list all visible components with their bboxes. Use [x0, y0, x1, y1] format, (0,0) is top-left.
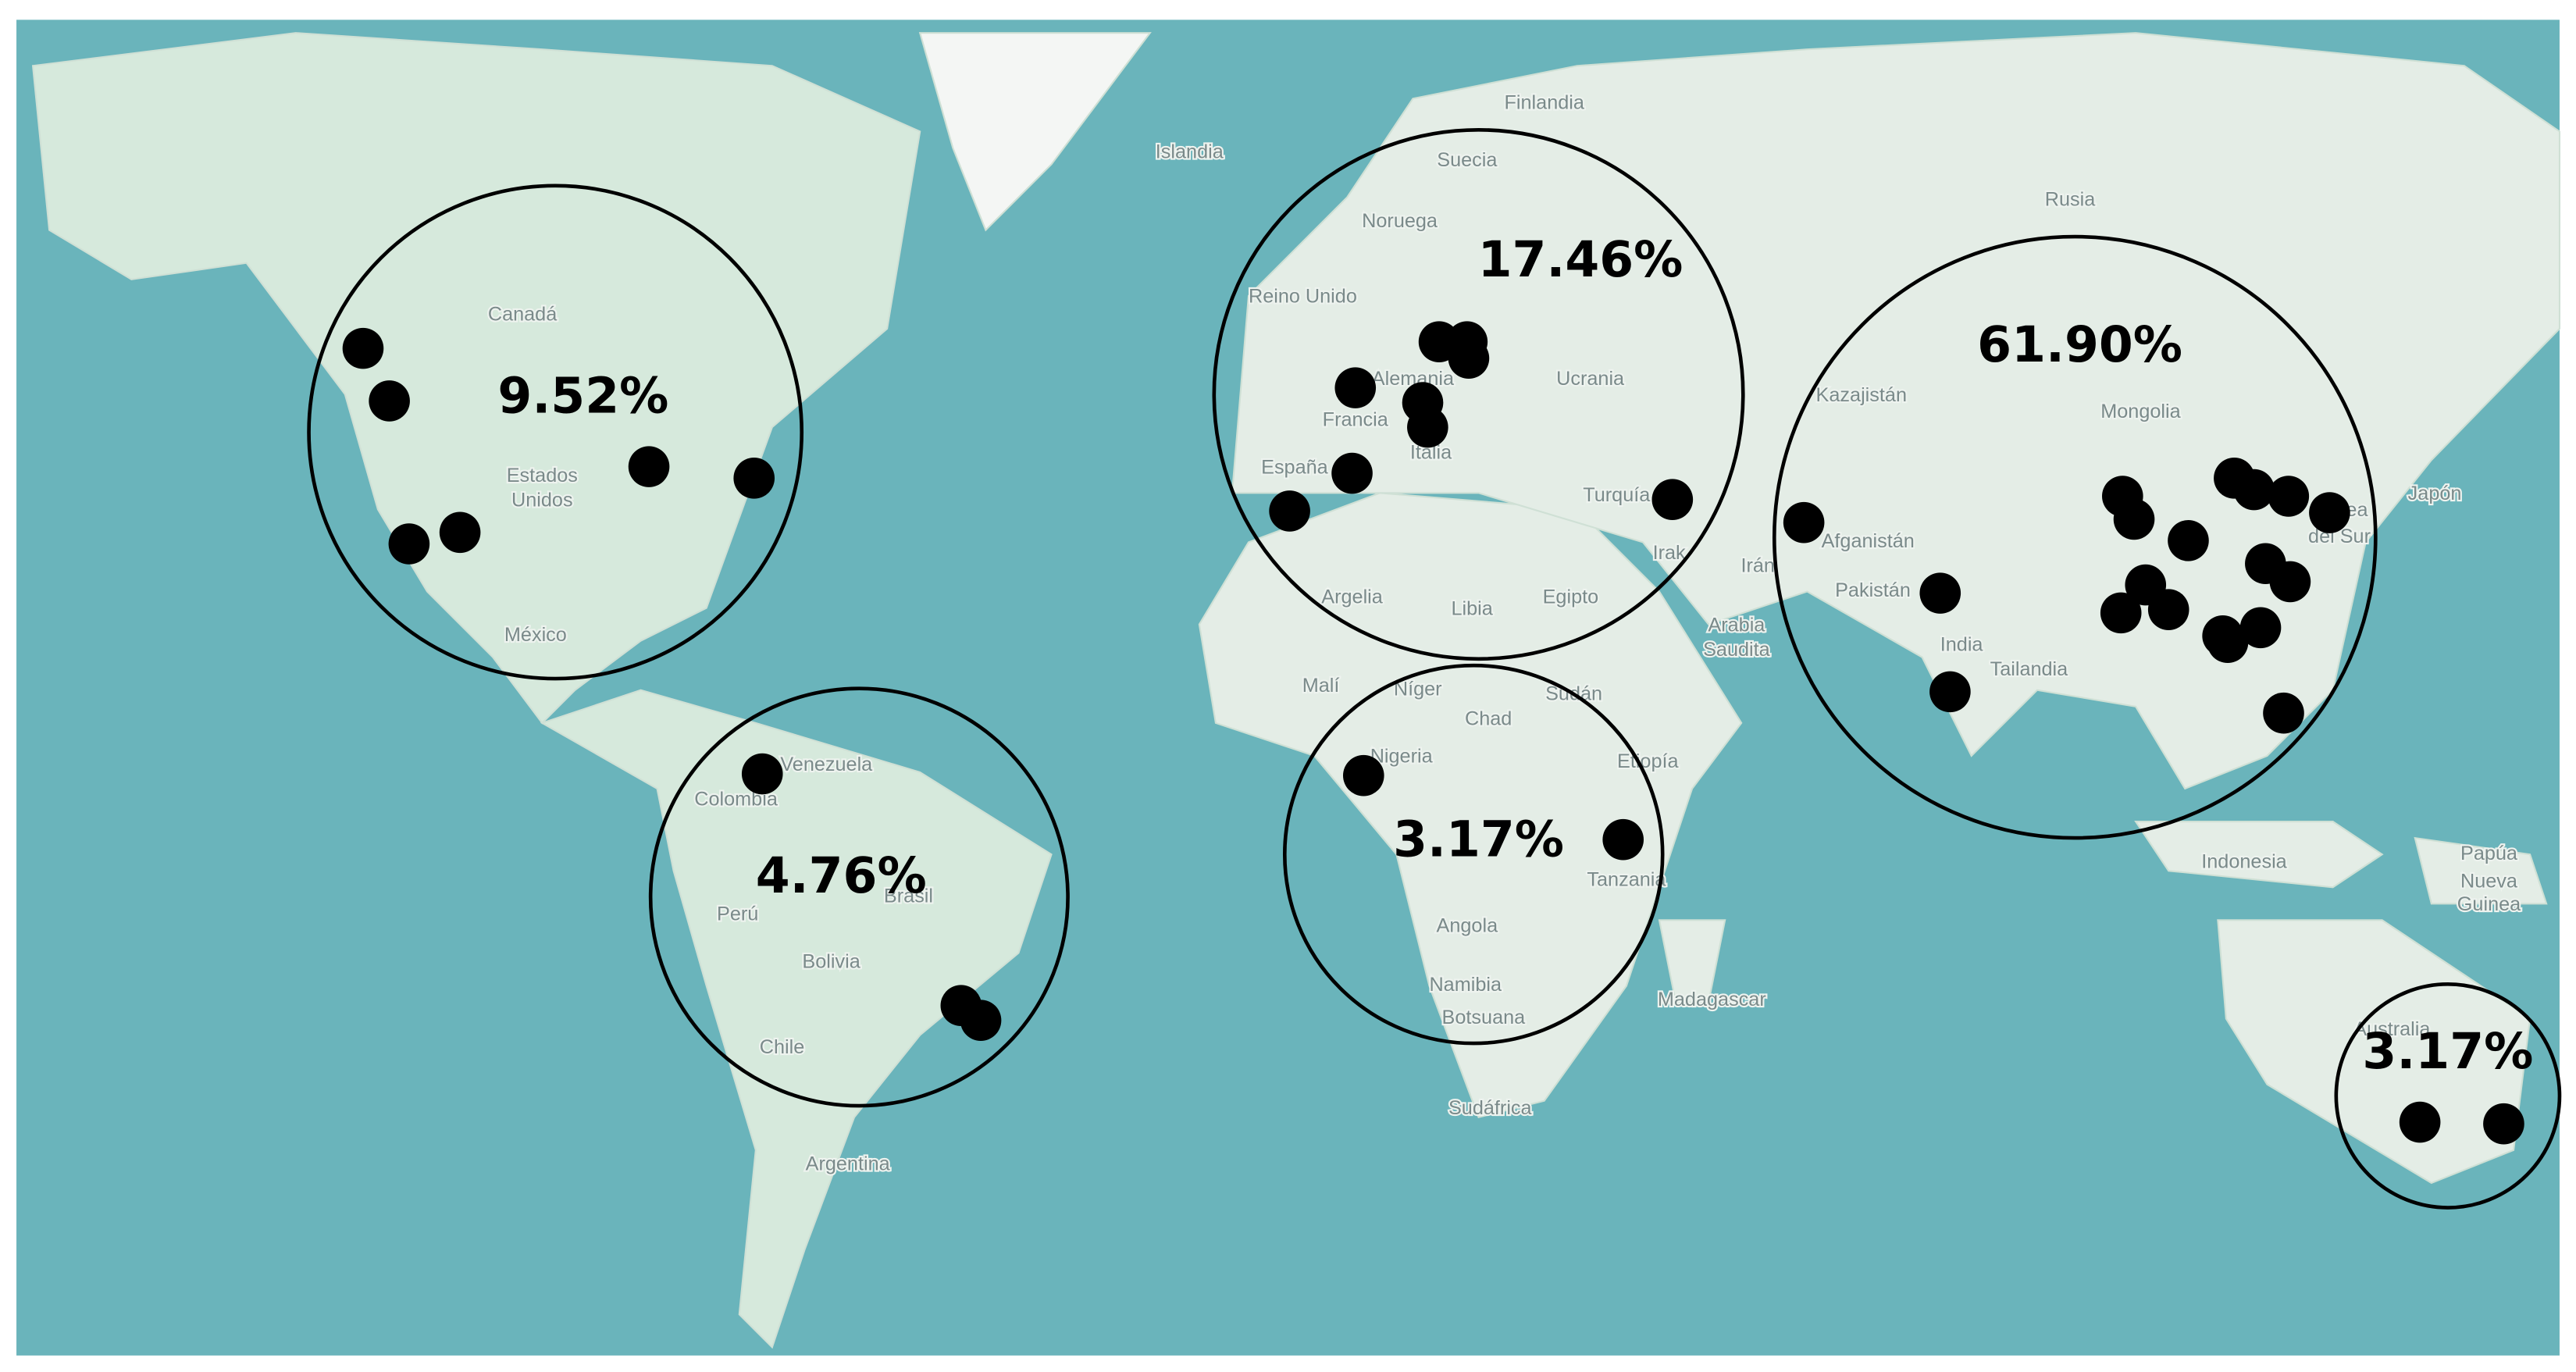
location-dot [1448, 337, 1490, 380]
map-label: Madagascar [1658, 989, 1766, 1010]
map-label: Papúa [2460, 843, 2518, 864]
map-label: Australia [2353, 1018, 2431, 1040]
map-label: Irak [1653, 542, 1686, 564]
region-circle [1212, 127, 1745, 661]
region-circle [2334, 982, 2562, 1210]
map-label: Unidos [511, 489, 573, 511]
location-dot [369, 380, 410, 422]
map-label: Botsuana [1442, 1007, 1527, 1028]
map-label: Venezuela [780, 754, 873, 775]
map-label: Finlandia [1505, 91, 1585, 113]
map-label: Etiopía [1617, 750, 1680, 772]
location-dot [2483, 1103, 2524, 1145]
region-circle [648, 686, 1070, 1108]
location-dot [1783, 501, 1825, 543]
region-percent: 3.17% [1393, 811, 1564, 868]
map-label: Afganistán [1822, 530, 1915, 552]
map-label: Saudita [1703, 639, 1771, 661]
location-dot [439, 511, 481, 554]
location-dot [1407, 406, 1448, 448]
map-label: Islandia [1156, 141, 1224, 162]
location-dot [2309, 492, 2350, 533]
map-label: Pakistán [1835, 579, 1911, 601]
region-circle [1772, 234, 2378, 840]
map-label: Francia [1323, 408, 1389, 430]
map-label: Noruega [1362, 210, 1438, 232]
region-percent: 3.17% [2362, 1022, 2533, 1080]
region-percent: 9.52% [497, 366, 668, 424]
map-label: Suecia [1437, 149, 1498, 171]
map-label: Irán [1740, 555, 1774, 577]
map-label: Reino Unido [1249, 286, 1357, 308]
map-label: Japón [2408, 483, 2462, 504]
location-dot [741, 753, 783, 795]
region-circle [307, 184, 804, 681]
map-label: Chile [760, 1036, 805, 1058]
region-percent: 4.76% [756, 846, 927, 904]
map-label: Guinea [2457, 893, 2521, 915]
location-dot [1651, 479, 1694, 521]
map-label: Chad [1465, 707, 1512, 729]
location-dot [2399, 1101, 2441, 1143]
location-dot [2168, 520, 2209, 561]
location-dot [628, 446, 670, 487]
map-label: Mongolia [2100, 401, 2181, 422]
map-label: Libia [1451, 597, 1493, 619]
location-dot [2202, 615, 2243, 657]
location-dot [1919, 572, 1961, 614]
map-label: Ucrania [1556, 368, 1625, 390]
map-label: Kazajistán [1816, 384, 1907, 406]
map-label: México [504, 624, 567, 646]
map-label: Sudáfrica [1448, 1097, 1533, 1119]
location-dot [2147, 589, 2189, 630]
map-label: Tanzania [1587, 868, 1666, 890]
region-circle [1282, 663, 1665, 1046]
map-label: India [1940, 634, 1984, 656]
map-label: Estados [507, 465, 578, 486]
map-label: Argelia [1321, 586, 1384, 608]
location-dot [2113, 498, 2155, 540]
map-label: Nueva [2460, 871, 2518, 893]
location-dot [960, 1000, 1002, 1041]
location-dot [1331, 452, 1373, 494]
region-percent: 61.90% [1977, 315, 2182, 373]
map-label: Tailandia [1990, 658, 2069, 680]
map-label: Rusia [2045, 188, 2096, 210]
map-label: Egipto [1543, 586, 1599, 608]
location-dot [2239, 607, 2282, 649]
map-label: Turquía [1583, 484, 1651, 506]
map-label: Perú [717, 903, 758, 925]
region-percent: 17.46% [1478, 230, 1683, 288]
location-dot [1269, 490, 1310, 532]
location-dot [2233, 469, 2275, 511]
location-dot [342, 327, 384, 369]
map-label: España [1261, 456, 1329, 478]
map-label: Canadá [488, 304, 558, 326]
location-dot [2268, 476, 2310, 517]
map-label: Arabia [1708, 614, 1765, 636]
map-label: Angola [1437, 914, 1499, 936]
map-label: Indonesia [2201, 850, 2287, 872]
location-dot [1602, 818, 1644, 861]
location-dot [2263, 692, 2304, 734]
map-label: Malí [1302, 675, 1340, 697]
map-label: Namibia [1429, 974, 1502, 996]
map-label: Bolivia [802, 951, 860, 973]
location-dot [1929, 671, 1971, 713]
location-dot [1334, 367, 1377, 408]
map-label: Brasil [884, 886, 933, 907]
map-label: Argentina [806, 1153, 891, 1174]
location-dot [2269, 561, 2311, 603]
location-dot [733, 458, 775, 499]
location-dot [2100, 592, 2142, 634]
location-dot [388, 523, 430, 565]
location-dot [1342, 754, 1384, 796]
